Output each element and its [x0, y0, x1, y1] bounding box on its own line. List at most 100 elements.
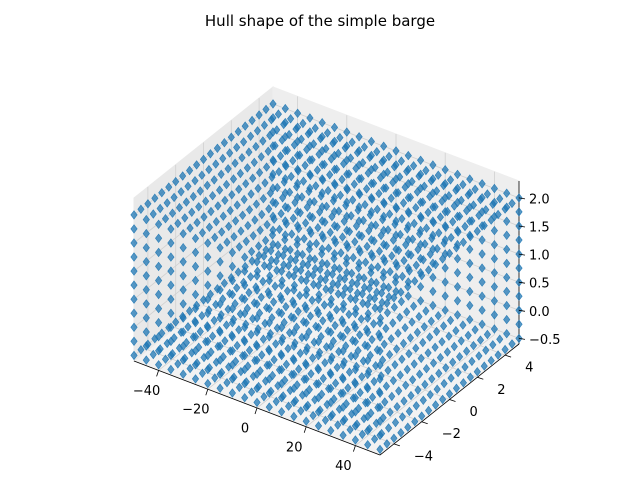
hull-point	[330, 122, 339, 133]
hull-point	[431, 342, 439, 352]
hull-point	[426, 332, 434, 342]
z-tick-mark	[518, 309, 526, 312]
y-tick-mark	[504, 354, 512, 358]
hull-point	[355, 132, 363, 142]
hull-point	[450, 341, 458, 352]
hull-point	[234, 267, 242, 277]
hull-point	[284, 343, 292, 354]
hull-point	[358, 372, 366, 382]
hull-point	[368, 194, 376, 204]
hull-point	[351, 407, 359, 417]
hull-point	[351, 322, 359, 333]
hull-point	[155, 247, 163, 258]
hull-point	[353, 147, 362, 158]
hull-point	[487, 355, 495, 366]
hull-point	[466, 300, 474, 311]
x-tick-label: −20	[182, 403, 209, 418]
hull-point	[302, 416, 310, 426]
hull-point	[433, 244, 441, 254]
hull-point	[388, 391, 396, 402]
hull-point	[296, 150, 304, 160]
hull-point	[439, 394, 447, 405]
hull-point	[302, 276, 310, 286]
hull-point	[267, 255, 275, 265]
hull-point	[238, 153, 246, 163]
hull-point	[339, 346, 347, 356]
hull-point	[392, 146, 400, 156]
hull-point	[253, 271, 261, 281]
hull-point	[340, 216, 348, 226]
hull-point	[348, 268, 356, 279]
hull-point	[420, 322, 428, 332]
hull-point	[376, 346, 384, 356]
hull-point	[205, 164, 213, 175]
hull-point	[244, 220, 252, 231]
hull-point	[432, 259, 440, 270]
hull-point	[216, 383, 224, 393]
hull-point	[167, 322, 175, 332]
hull-point	[345, 226, 354, 237]
hull-point	[212, 159, 220, 169]
hull-point	[193, 160, 201, 170]
hull-point	[302, 332, 310, 342]
hull-point	[489, 340, 497, 350]
hull-point	[311, 254, 319, 265]
hull-point	[459, 179, 467, 190]
hull-point	[348, 137, 356, 147]
hull-point	[269, 99, 277, 109]
hull-point	[306, 113, 314, 123]
hull-point	[503, 286, 511, 297]
hull-point	[253, 341, 261, 351]
hull-point	[265, 304, 273, 314]
hull-point	[456, 352, 464, 362]
hull-point	[322, 143, 330, 154]
hull-point	[501, 204, 509, 214]
hull-point	[385, 151, 393, 162]
hull-point	[387, 334, 395, 344]
hull-point	[380, 339, 388, 350]
z-tick-label: 1.5	[529, 221, 550, 236]
hull-point	[266, 188, 274, 198]
hull-point	[290, 369, 298, 379]
hull-point	[259, 276, 267, 287]
hull-point	[319, 373, 327, 384]
hull-point	[440, 180, 448, 191]
hull-point	[263, 220, 271, 230]
hull-point	[373, 146, 381, 157]
hull-point	[261, 178, 269, 188]
hull-point	[428, 374, 436, 384]
hull-point	[338, 174, 346, 185]
hull-point	[216, 327, 224, 337]
hull-point	[308, 155, 316, 165]
hull-point	[336, 190, 344, 200]
hull-point	[376, 173, 385, 183]
hull-point	[142, 243, 150, 253]
hull-point	[386, 209, 394, 219]
hull-point	[314, 393, 323, 403]
hull-point	[253, 397, 261, 408]
chart-title: Hull shape of the simple barge	[204, 12, 436, 30]
hull-point	[228, 289, 236, 300]
hull-point	[228, 374, 236, 384]
hull-point	[406, 333, 414, 343]
hull-point	[366, 293, 374, 303]
hull-point	[216, 313, 224, 323]
hull-point	[371, 303, 379, 313]
hull-point	[336, 132, 344, 143]
hull-point	[360, 282, 368, 293]
hull-point	[295, 364, 303, 374]
hull-point	[402, 380, 410, 390]
hull-point	[375, 246, 383, 256]
hull-point	[142, 257, 150, 267]
x-tick-mark	[156, 370, 159, 377]
hull-point	[478, 235, 486, 245]
hull-point	[233, 200, 241, 210]
hull-point	[241, 322, 249, 333]
hull-point	[285, 129, 293, 140]
hull-point	[359, 298, 367, 308]
hull-point	[380, 282, 388, 292]
hull-point	[433, 384, 441, 394]
hull-point	[198, 170, 206, 180]
hull-point	[204, 322, 212, 333]
hull-point	[435, 368, 443, 379]
